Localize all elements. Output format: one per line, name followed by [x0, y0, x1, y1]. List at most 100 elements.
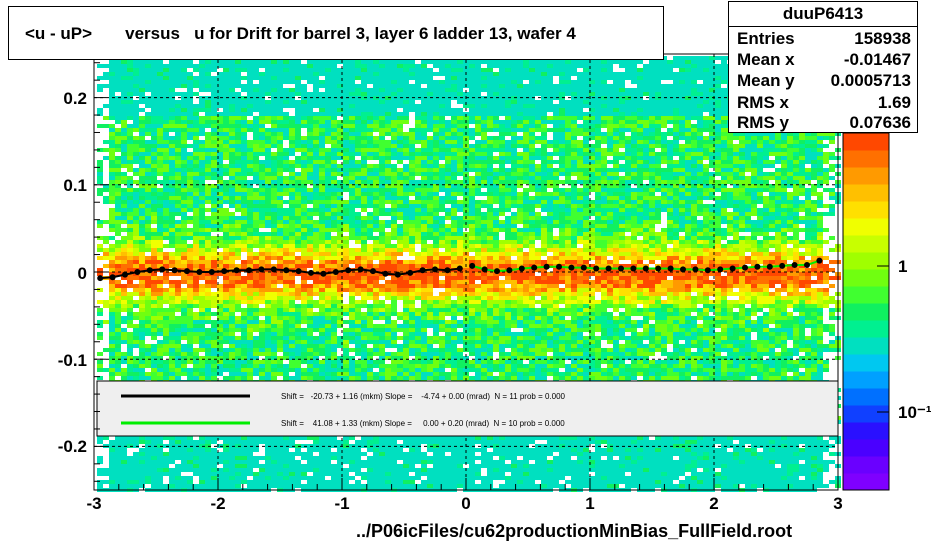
heatmap-cell — [379, 308, 385, 312]
heatmap-cell — [157, 144, 163, 148]
heatmap-cell — [325, 264, 331, 268]
heatmap-cell — [259, 440, 265, 444]
heatmap-cell — [295, 320, 301, 324]
heatmap-cell — [343, 88, 349, 92]
heatmap-cell — [121, 124, 127, 128]
heatmap-cell — [193, 64, 199, 68]
heatmap-cell — [211, 68, 217, 72]
heatmap-cell — [301, 232, 307, 236]
heatmap-cell — [181, 316, 187, 320]
heatmap-cell — [385, 60, 391, 64]
heatmap-cell — [115, 260, 121, 264]
heatmap-cell — [301, 308, 307, 312]
heatmap-cell — [127, 148, 133, 152]
heatmap-cell — [373, 188, 379, 192]
heatmap-cell — [193, 180, 199, 184]
heatmap-cell — [199, 124, 205, 128]
heatmap-cell — [277, 360, 283, 364]
heatmap-cell — [307, 92, 313, 96]
heatmap-cell — [169, 344, 175, 348]
heatmap-cell — [373, 80, 379, 84]
heatmap-cell — [325, 224, 331, 228]
heatmap-cell — [127, 192, 133, 196]
heatmap-cell — [331, 464, 337, 468]
heatmap-cell — [385, 252, 391, 256]
heatmap-cell — [241, 288, 247, 292]
heatmap-cell — [295, 260, 301, 264]
heatmap-cell — [277, 164, 283, 168]
heatmap-cell — [331, 172, 337, 176]
heatmap-cell — [313, 124, 319, 128]
heatmap-cell — [337, 460, 343, 464]
heatmap-cell — [313, 372, 319, 376]
heatmap-cell — [133, 88, 139, 92]
heatmap-cell — [271, 368, 277, 372]
heatmap-cell — [373, 324, 379, 328]
heatmap-cell — [307, 304, 313, 308]
heatmap-cell — [187, 284, 193, 288]
heatmap-cell — [205, 372, 211, 376]
heatmap-cell — [259, 360, 265, 364]
heatmap-cell — [109, 208, 115, 212]
heatmap-cell — [169, 364, 175, 368]
heatmap-cell — [337, 456, 343, 460]
heatmap-cell — [283, 356, 289, 360]
heatmap-cell — [301, 100, 307, 104]
heatmap-cell — [235, 296, 241, 300]
heatmap-cell — [307, 136, 313, 140]
heatmap-cell — [247, 304, 253, 308]
heatmap-cell — [175, 168, 181, 172]
heatmap-cell — [319, 344, 325, 348]
heatmap-cell — [361, 296, 367, 300]
heatmap-cell — [349, 328, 355, 332]
heatmap-cell — [127, 160, 133, 164]
heatmap-cell — [253, 336, 259, 340]
heatmap-cell — [115, 116, 121, 120]
heatmap-cell — [319, 316, 325, 320]
heatmap-cell — [211, 200, 217, 204]
heatmap-cell — [211, 364, 217, 368]
heatmap-cell — [313, 276, 319, 280]
heatmap-cell — [295, 344, 301, 348]
heatmap-cell — [259, 140, 265, 144]
heatmap-cell — [367, 140, 373, 144]
heatmap-cell — [337, 440, 343, 444]
heatmap-cell — [367, 352, 373, 356]
heatmap-cell — [277, 220, 283, 224]
heatmap-cell — [115, 156, 121, 160]
heatmap-cell — [121, 460, 127, 464]
heatmap-cell — [343, 144, 349, 148]
heatmap-cell — [271, 364, 277, 368]
heatmap-cell — [289, 260, 295, 264]
heatmap-cell — [193, 316, 199, 320]
heatmap-cell — [175, 104, 181, 108]
heatmap-cell — [385, 160, 391, 164]
heatmap-cell — [127, 200, 133, 204]
heatmap-cell — [373, 60, 379, 64]
heatmap-cell — [355, 140, 361, 144]
heatmap-cell — [205, 252, 211, 256]
heatmap-cell — [307, 464, 313, 468]
heatmap-cell — [319, 476, 325, 480]
heatmap-cell — [175, 240, 181, 244]
heatmap-cell — [163, 136, 169, 140]
heatmap-cell — [295, 348, 301, 352]
heatmap-cell — [229, 304, 235, 308]
heatmap-cell — [175, 316, 181, 320]
heatmap-cell — [373, 468, 379, 472]
heatmap-cell — [253, 128, 259, 132]
heatmap-cell — [283, 452, 289, 456]
heatmap-cell — [229, 348, 235, 352]
heatmap-cell — [163, 352, 169, 356]
heatmap-cell — [151, 320, 157, 324]
heatmap-cell — [295, 464, 301, 468]
heatmap-cell — [223, 376, 229, 380]
heatmap-cell — [229, 60, 235, 64]
heatmap-cell — [103, 304, 109, 308]
heatmap-cell — [115, 68, 121, 72]
heatmap-cell — [199, 252, 205, 256]
heatmap-cell — [133, 356, 139, 360]
heatmap-cell — [391, 156, 397, 160]
heatmap-cell — [157, 84, 163, 88]
heatmap-cell — [265, 296, 271, 300]
